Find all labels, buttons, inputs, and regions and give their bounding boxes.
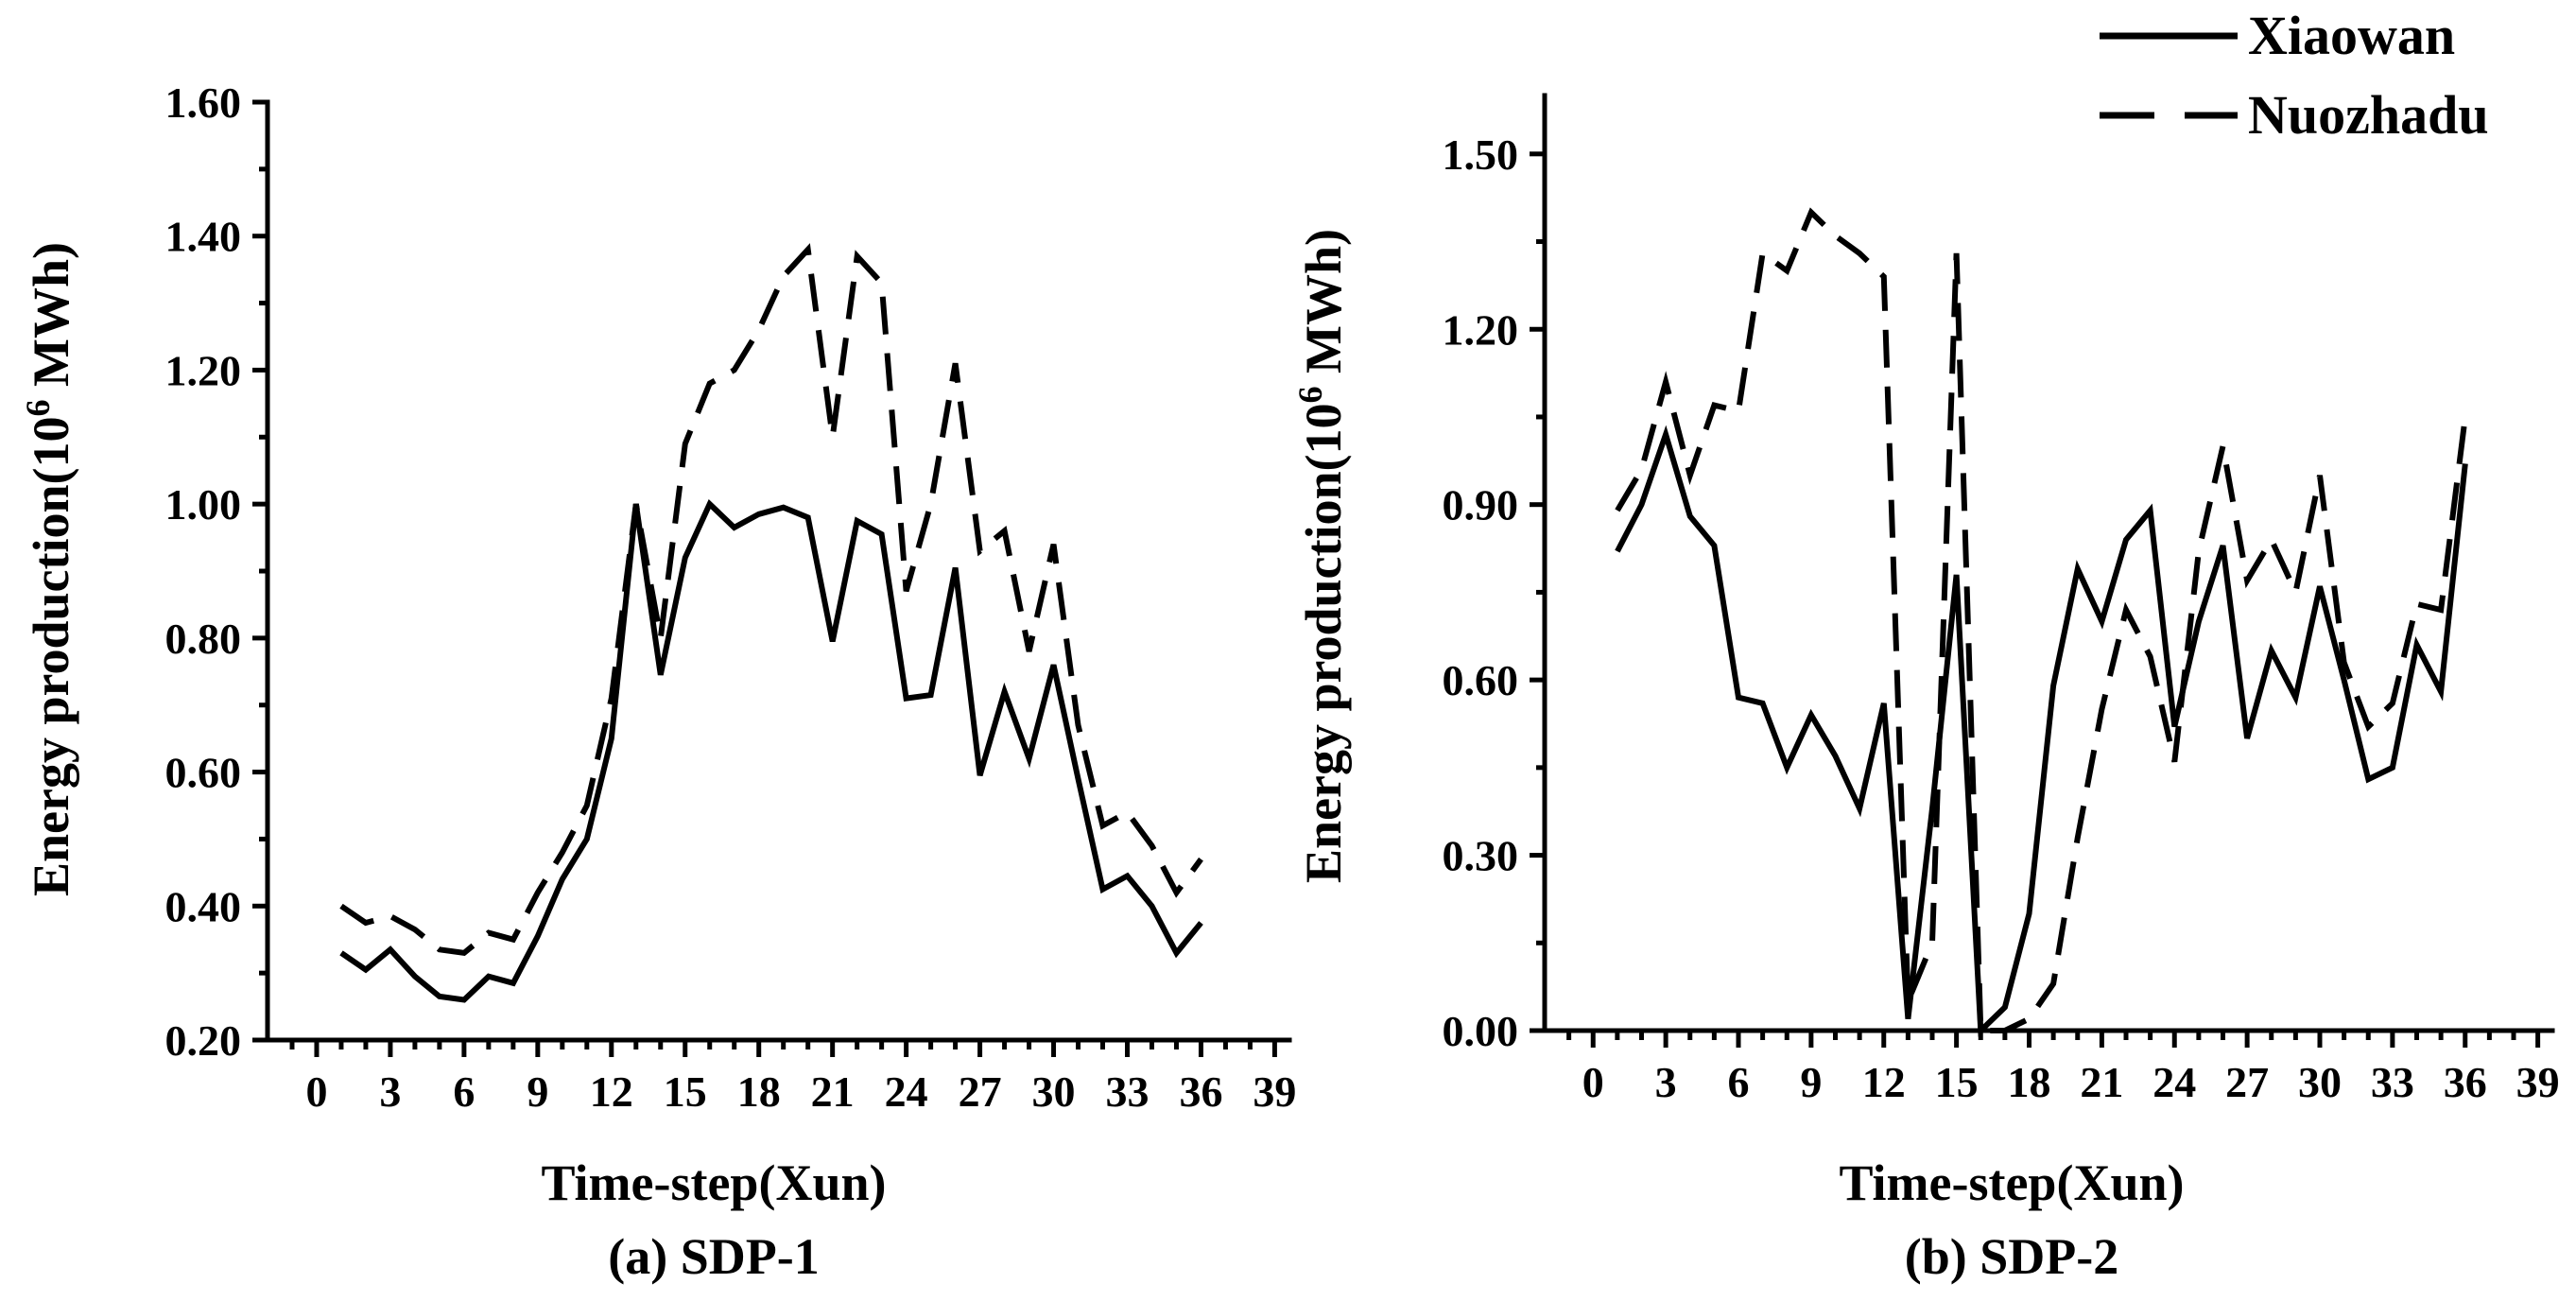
chart-b-y-axis-title: Energy production(106 MWh)	[1291, 229, 1352, 883]
chart-a-y-tick-label-6: 1.40	[165, 213, 242, 261]
chart-a-series-xiaowan	[339, 499, 1203, 1003]
chart-b-x-tick-label-3: 3	[1655, 1058, 1677, 1106]
chart-b-x-tick-label-0: 0	[1582, 1058, 1604, 1106]
chart-a-x-tick-label-9: 9	[527, 1067, 548, 1116]
chart-b-x-tick-label-9: 9	[1800, 1058, 1822, 1106]
chart-b-x-tick-label-33: 33	[2371, 1058, 2414, 1106]
chart-b-x-tick-label-36: 36	[2444, 1058, 2487, 1106]
chart-b-y-axis-title-exponent: 6	[1291, 386, 1329, 403]
chart-b-x-axis-title: Time-step(Xun)	[1839, 1154, 2184, 1211]
chart-a-x-tick-label-33: 33	[1105, 1067, 1149, 1116]
chart-b-y-tick-label-5: 1.50	[1443, 130, 1519, 179]
chart-a-x-tick-label-12: 12	[590, 1067, 633, 1116]
chart-a-y-axis-title: Energy production(106 MWh)	[19, 242, 79, 896]
chart-a-y-tick-label-2: 0.60	[165, 749, 242, 797]
chart-a-x-axis-title: Time-step(Xun)	[541, 1154, 886, 1211]
chart-b-x-tick-label-27: 27	[2225, 1058, 2269, 1106]
chart-b-series-xiaowan	[1615, 425, 2468, 1037]
chart-b-y-tick-label-2: 0.60	[1443, 656, 1519, 704]
chart-a-x-tick-label-21: 21	[811, 1067, 855, 1116]
chart-a-y-tick-label-3: 0.80	[165, 615, 242, 663]
chart-a-y-tick-label-5: 1.20	[165, 346, 242, 394]
chart-b-x-tick-label-18: 18	[2008, 1058, 2051, 1106]
chart-b-y-tick-label-3: 0.90	[1443, 481, 1519, 529]
chart-b-series-nuozhadu	[1615, 207, 2468, 1033]
chart-a-x-tick-label-6: 6	[453, 1067, 475, 1116]
chart-b-caption: (b) SDP-2	[1905, 1228, 2119, 1285]
chart-a-y-tick-label-1: 0.40	[165, 882, 242, 930]
chart-b-y-tick-label-0: 0.00	[1443, 1007, 1519, 1055]
chart-b: Energy production(106 MWh) Time-step(Xun…	[1291, 93, 2560, 1285]
chart-a-x-tick-label-27: 27	[959, 1067, 1002, 1116]
chart-a-x-tick-label-18: 18	[737, 1067, 781, 1116]
legend-label-nuozhadu: Nuozhadu	[2248, 84, 2489, 146]
chart-b-y-tick-label-1: 0.30	[1443, 832, 1519, 880]
chart-b-x-tick-label-6: 6	[1728, 1058, 1750, 1106]
chart-a: Energy production(106 MWh) Time-step(Xun…	[19, 78, 1296, 1285]
chart-b-x-tick-label-39: 39	[2516, 1058, 2560, 1106]
chart-a-x-tick-label-3: 3	[379, 1067, 401, 1116]
chart-b-y-axis-title-unit: MWh)	[1295, 229, 1352, 386]
chart-a-x-tick-label-0: 0	[305, 1067, 327, 1116]
chart-a-x-tick-label-39: 39	[1253, 1067, 1296, 1116]
chart-b-x-tick-label-12: 12	[1862, 1058, 1906, 1106]
chart-b-y-axis-title-base: Energy production(10	[1295, 403, 1352, 883]
chart-a-y-axis-title-exponent: 6	[19, 399, 57, 416]
chart-a-y-tick-label-0: 0.20	[165, 1016, 242, 1065]
chart-a-y-tick-label-7: 1.60	[165, 78, 242, 127]
chart-a-y-axis-title-base: Energy production(10	[23, 416, 79, 896]
legend: Xiaowan Nuozhadu	[2100, 5, 2489, 146]
chart-b-x-tick-label-15: 15	[1935, 1058, 1979, 1106]
chart-a-x-tick-label-24: 24	[885, 1067, 928, 1116]
chart-a-x-tick-label-15: 15	[664, 1067, 707, 1116]
chart-b-x-tick-label-30: 30	[2298, 1058, 2342, 1106]
chart-a-x-tick-label-30: 30	[1032, 1067, 1076, 1116]
chart-a-series-nuozhadu	[339, 243, 1203, 957]
chart-a-x-tick-label-36: 36	[1179, 1067, 1222, 1116]
chart-a-y-tick-label-4: 1.00	[165, 480, 242, 529]
chart-a-y-axis-title-unit: MWh)	[23, 242, 79, 399]
chart-b-x-tick-label-24: 24	[2152, 1058, 2196, 1106]
legend-label-xiaowan: Xiaowan	[2248, 5, 2455, 66]
chart-a-caption: (a) SDP-1	[608, 1228, 819, 1285]
chart-b-x-tick-label-21: 21	[2080, 1058, 2123, 1106]
chart-b-y-tick-label-4: 1.20	[1443, 305, 1519, 354]
